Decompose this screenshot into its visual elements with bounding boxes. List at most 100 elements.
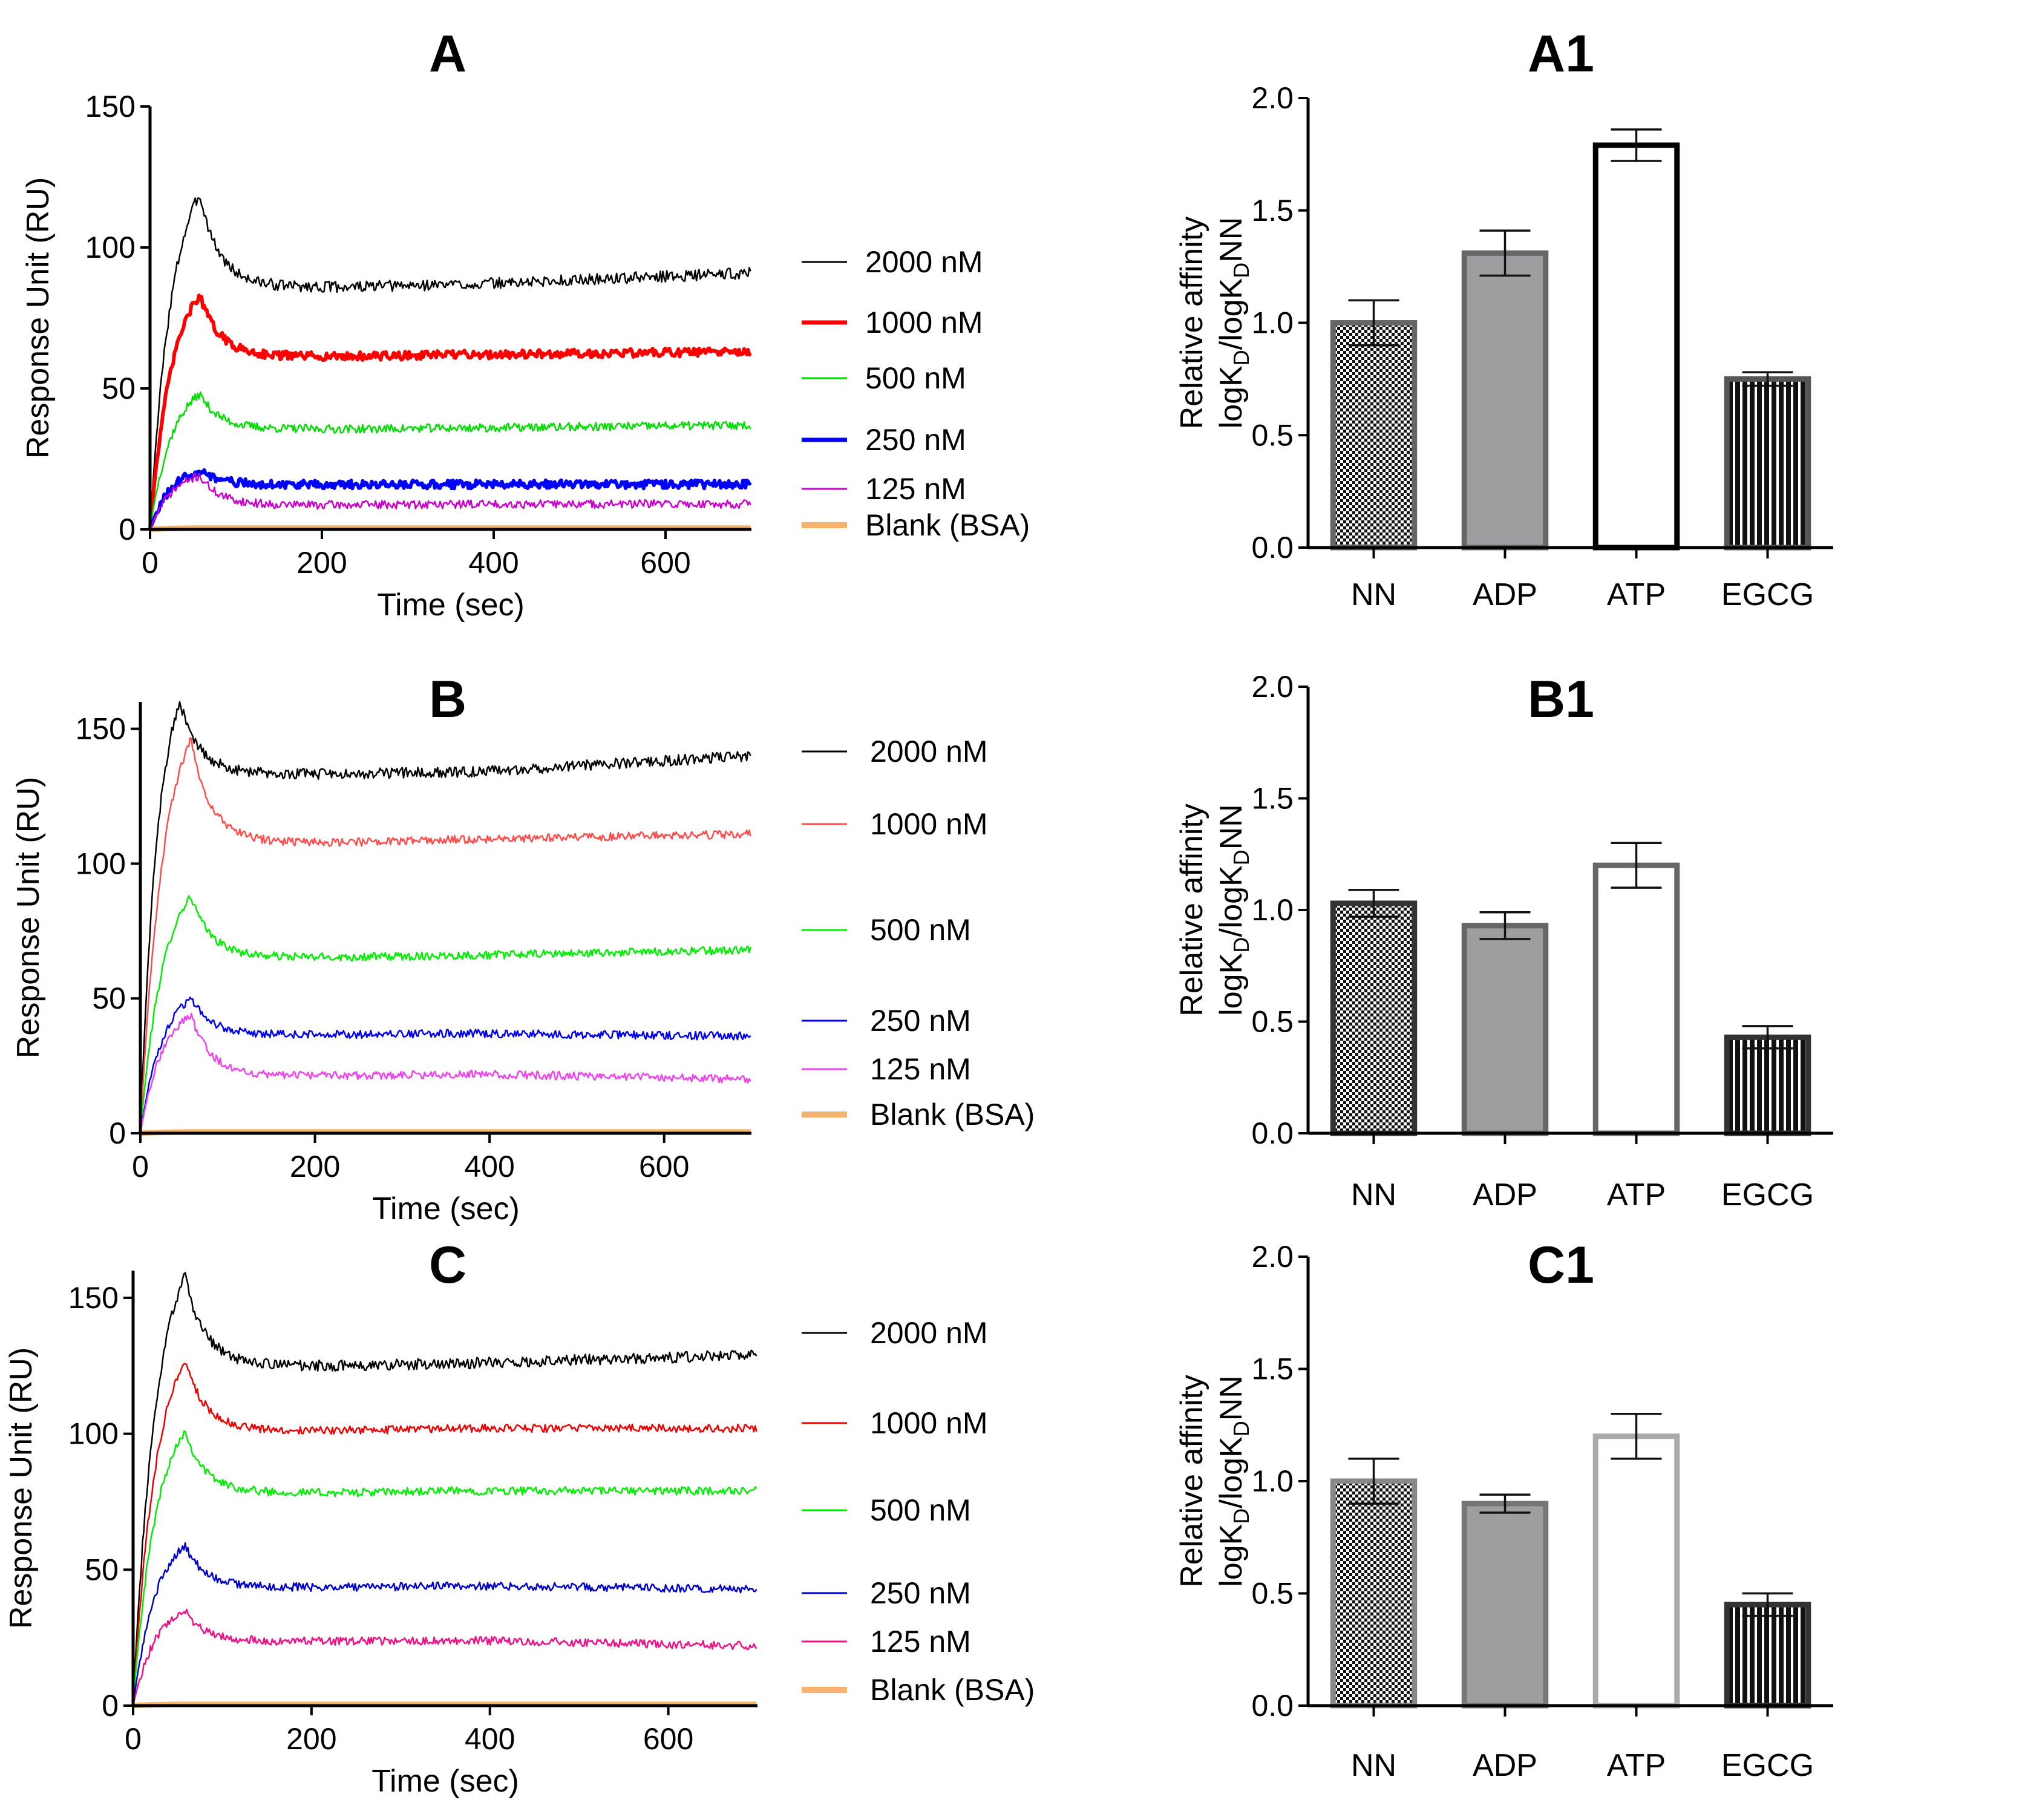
bar-egcg	[1724, 376, 1811, 551]
y-axis-title: Response Unit (RU)	[11, 777, 46, 1058]
series-line-250-nm	[139, 997, 751, 1134]
y-axis-title-line2: logKD/logKDNN	[1214, 217, 1254, 429]
legend-label: Blank (BSA)	[865, 508, 1030, 542]
panel-title: A	[429, 25, 466, 83]
legend-label: 250 nM	[870, 1004, 971, 1038]
bar-nn	[1330, 900, 1418, 1136]
legend-label: 1000 nM	[870, 807, 988, 841]
y-axis-title-part: D	[1229, 937, 1254, 953]
bar-nn	[1330, 1478, 1418, 1709]
legend-label: 250 nM	[865, 423, 966, 457]
y-tick-label: 150	[76, 712, 126, 746]
bar-chart-c1: C1 NN ADP ATP EGCG 0.0 0.5 1.0 1.5 2.0 Relative af…	[1174, 1236, 1833, 1783]
y-axis-title-line1: Relative affinity	[1174, 1375, 1209, 1588]
y-tick-label: 100	[76, 846, 126, 880]
line-chart-a: A 0 50 100 150 0 200 400 600 Time (sec) Response U…	[21, 25, 1030, 623]
y-axis-title-part: D	[1229, 263, 1254, 278]
category-label: ATP	[1607, 1748, 1666, 1783]
x-tick-label: 200	[286, 1722, 336, 1756]
legend-label: 500 nM	[870, 913, 971, 947]
series-line-1000-nm	[148, 293, 752, 530]
category-label: NN	[1351, 1177, 1396, 1213]
legend-label: 2000 nM	[865, 245, 983, 279]
legend-label: 125 nM	[870, 1625, 971, 1658]
y-axis-title: Response Unit (RU)	[21, 177, 56, 459]
line-chart-b: B 0 50 100 150 0 200 400 600 Time (sec) Response U…	[11, 670, 1035, 1226]
category-label: ADP	[1473, 1748, 1537, 1783]
y-axis-title-part: D	[1229, 1508, 1254, 1524]
y-tick-label: 50	[85, 1553, 119, 1586]
series-line-500-nm	[139, 895, 751, 1134]
category-label: EGCG	[1721, 1748, 1814, 1783]
series-line-125-nm	[149, 473, 751, 530]
series-line-2000-nm	[149, 197, 751, 530]
y-tick-label: 50	[102, 372, 136, 405]
category-label: ADP	[1473, 1177, 1537, 1213]
category-label: ATP	[1607, 577, 1666, 612]
y-axis-title-line1: Relative affinity	[1174, 804, 1209, 1016]
category-label: NN	[1351, 577, 1396, 612]
y-tick-label: 150	[68, 1281, 119, 1315]
bar-egcg	[1724, 1602, 1811, 1709]
y-tick-label: 0.0	[1251, 531, 1294, 565]
panel-title: B	[429, 670, 466, 728]
x-tick-label: 600	[639, 1150, 689, 1183]
category-label: NN	[1351, 1748, 1396, 1783]
y-tick-label: 2.0	[1251, 1240, 1294, 1274]
category-label: EGCG	[1721, 1177, 1814, 1213]
y-tick-label: 0	[109, 1116, 126, 1150]
x-axis-title: Time (sec)	[372, 1191, 520, 1226]
y-tick-label: 1.5	[1251, 194, 1294, 227]
series-line-250-nm	[148, 468, 752, 530]
x-tick-label: 0	[132, 1150, 149, 1183]
y-tick-label: 1.0	[1251, 306, 1294, 340]
y-tick-label: 0	[102, 1689, 119, 1723]
series-line-125-nm	[132, 1608, 757, 1706]
y-axis-title-part: /logK	[1214, 278, 1249, 350]
category-label: ATP	[1607, 1177, 1666, 1213]
legend-label: Blank (BSA)	[870, 1098, 1035, 1131]
y-tick-label: 0.5	[1251, 1577, 1294, 1611]
series-line-2000-nm	[139, 701, 751, 1134]
y-axis-title-part: logK	[1214, 1524, 1249, 1586]
x-tick-label: 200	[290, 1150, 340, 1183]
bar-adp	[1461, 250, 1549, 551]
x-axis-title: Time (sec)	[377, 588, 525, 623]
legend-label: 2000 nM	[870, 1316, 988, 1350]
y-axis-title-part: /logK	[1214, 1436, 1249, 1508]
bar-adp	[1461, 1501, 1549, 1709]
panel-title: B1	[1528, 670, 1594, 728]
bar-atp	[1592, 1433, 1680, 1709]
category-label: ADP	[1473, 577, 1537, 612]
y-tick-label: 50	[92, 981, 126, 1015]
x-tick-label: 0	[142, 546, 159, 580]
bar-adp	[1461, 923, 1549, 1136]
y-tick-label: 1.0	[1251, 1464, 1294, 1498]
y-axis-title-line2: logKD/logKDNN	[1214, 804, 1254, 1016]
y-tick-label: 2.0	[1251, 670, 1294, 704]
series-line-500-nm	[149, 391, 751, 530]
x-tick-label: 200	[296, 546, 347, 580]
series-line-500-nm	[132, 1430, 757, 1706]
y-tick-label: 0.0	[1251, 1116, 1294, 1150]
y-tick-label: 0	[119, 512, 136, 546]
y-axis-title-line2: logKD/logKDNN	[1214, 1375, 1254, 1587]
y-axis-title-part: /logK	[1214, 865, 1249, 937]
y-axis-title-part: NN	[1214, 217, 1249, 263]
bar-chart-a1: A1 NN ADP ATP EGCG 0.0 0.5 1.0 1.5 2.0 Relative af…	[1174, 25, 1833, 612]
y-axis-title-part: D	[1229, 849, 1254, 865]
legend-label: 250 nM	[870, 1576, 971, 1610]
x-tick-label: 0	[125, 1722, 142, 1756]
series-line-125-nm	[139, 1012, 751, 1134]
line-chart-c: C 0 50 100 150 0 200 400 600 Time (sec) Response U…	[4, 1236, 1035, 1799]
x-axis-title: Time (sec)	[371, 1764, 519, 1799]
panel-title: C1	[1528, 1236, 1594, 1294]
bar-egcg	[1724, 1034, 1811, 1136]
y-tick-label: 1.5	[1251, 1352, 1294, 1386]
y-axis-title-part: D	[1229, 350, 1254, 365]
y-tick-label: 1.0	[1251, 893, 1294, 927]
y-axis-title-line1: Relative affinity	[1174, 217, 1209, 430]
y-axis-title-part: NN	[1214, 1375, 1249, 1421]
y-axis-title-part: logK	[1214, 365, 1249, 428]
